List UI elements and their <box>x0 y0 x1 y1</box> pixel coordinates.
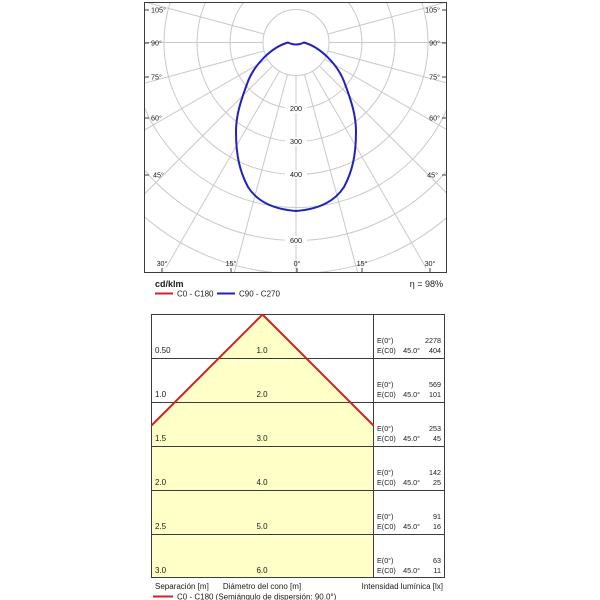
angle-label: 60° <box>429 114 440 123</box>
angle-label: 90° <box>151 39 162 48</box>
polar-unit-label: cd/klm <box>155 279 184 289</box>
ec0-label: E(C0) <box>377 390 396 399</box>
angle-label: 105° <box>425 6 440 15</box>
radial-label: 400 <box>290 170 302 179</box>
ec0-label: E(C0) <box>377 566 396 575</box>
c90-c270-legend-label: C90 - C270 <box>239 290 280 299</box>
angle-label: 15° <box>357 259 368 268</box>
e0-label: E(0°) <box>377 556 393 565</box>
beam-angle-value: 45.0° <box>403 522 420 531</box>
angle-label: 15° <box>226 259 237 268</box>
angle-label: 105° <box>151 6 166 15</box>
diameter-value: 4.0 <box>256 478 268 487</box>
cone-legend: C0 - C180 (Semiángulo de dispersión: 90.… <box>153 593 337 600</box>
beam-angle-value: 45.0° <box>403 434 420 443</box>
table-row: 0.50 1.0 E(0°) 2278 E(C0) 45.0° 404 <box>155 336 441 355</box>
c90-c270-curve <box>234 41 358 213</box>
diameter-value: 6.0 <box>256 566 268 575</box>
separation-value: 1.5 <box>155 434 167 443</box>
e0-value: 91 <box>433 512 441 521</box>
table-row: 3.0 6.0 E(0°) 63 E(C0) 45.0° 11 <box>155 556 441 575</box>
radial-label: 600 <box>290 236 302 245</box>
ec0-label: E(C0) <box>377 434 396 443</box>
angle-label: 45° <box>427 171 438 180</box>
cone-diagram: 0.50 1.0 E(0°) 2278 E(C0) 45.0° 404 1.0 … <box>150 313 445 600</box>
diameter-value: 3.0 <box>256 434 268 443</box>
efficiency-label: η = 98% <box>410 279 443 289</box>
beam-edge-lines <box>150 313 375 427</box>
polar-ticks <box>144 9 447 273</box>
ec0-value: 11 <box>434 566 441 575</box>
angle-label: 60° <box>151 114 162 123</box>
diameter-column-header: Diámetro del cono [m] <box>223 582 301 591</box>
e0-label: E(0°) <box>377 424 393 433</box>
table-row: 1.0 2.0 E(0°) 569 E(C0) 45.0° 101 <box>155 380 441 399</box>
polar-legend: cd/klm η = 98% C0 - C180 C90 - C270 <box>155 279 443 299</box>
ec0-value: 25 <box>433 478 441 487</box>
angle-label: 0° <box>294 259 301 268</box>
cone-table-rows: 0.50 1.0 E(0°) 2278 E(C0) 45.0° 404 1.0 … <box>155 336 441 575</box>
e0-value: 2278 <box>425 336 441 345</box>
separation-value: 1.0 <box>155 390 167 399</box>
ec0-label: E(C0) <box>377 478 396 487</box>
beam-angle-value: 45.0° <box>403 390 420 399</box>
ec0-label: E(C0) <box>377 346 396 355</box>
ec0-label: E(C0) <box>377 522 396 531</box>
radial-label: 200 <box>290 104 302 113</box>
separation-column-header: Separación [m] <box>155 582 209 591</box>
angle-label: 45° <box>153 171 164 180</box>
intensity-column-header: Intensidad lumínica [lx] <box>362 582 443 591</box>
ec0-value: 45 <box>433 434 441 443</box>
diameter-value: 5.0 <box>256 522 268 531</box>
beam-angle-value: 45.0° <box>403 346 420 355</box>
table-row: 2.5 5.0 E(0°) 91 E(C0) 45.0° 16 <box>155 512 441 531</box>
ec0-value: 404 <box>429 346 441 355</box>
e0-value: 253 <box>429 424 441 433</box>
angle-label: 30° <box>157 259 168 268</box>
separation-value: 2.0 <box>155 478 167 487</box>
e0-label: E(0°) <box>377 512 393 521</box>
polar-frame <box>144 2 447 273</box>
angle-label: 75° <box>151 73 162 82</box>
diameter-value: 1.0 <box>256 346 268 355</box>
angle-label: 75° <box>429 73 440 82</box>
diameter-value: 2.0 <box>256 390 268 399</box>
polar-radial-labels: 200 300 400 600 <box>285 104 307 245</box>
polar-angle-labels-left: 105° 90° 75° 60° 45° <box>151 6 166 180</box>
cone-frame <box>151 314 445 578</box>
angle-label: 90° <box>429 39 440 48</box>
table-row: 1.5 3.0 E(0°) 253 E(C0) 45.0° 45 <box>155 424 441 443</box>
beam-angle-value: 45.0° <box>403 478 420 487</box>
c0-c180-legend-label: C0 - C180 <box>177 290 214 299</box>
cone-row-lines <box>151 358 445 535</box>
angle-label: 30° <box>425 259 436 268</box>
table-row: 2.0 4.0 E(0°) 142 E(C0) 45.0° 25 <box>155 468 441 487</box>
polar-diagram: 105° 90° 75° 60° 45° 105° 90° 75° 60° 45… <box>144 2 447 299</box>
ec0-value: 16 <box>433 522 441 531</box>
beam-legend-label: C0 - C180 (Semiángulo de dispersión: 90.… <box>177 593 337 600</box>
cone-footer: Separación [m] Diámetro del cono [m] Int… <box>155 582 443 591</box>
e0-value: 63 <box>433 556 441 565</box>
separation-value: 0.50 <box>155 346 171 355</box>
polar-angle-labels-right: 105° 90° 75° 60° 45° <box>425 6 440 180</box>
e0-label: E(0°) <box>377 336 393 345</box>
separation-value: 3.0 <box>155 566 167 575</box>
polar-angle-labels-bottom: 30° 15° 0° 15° 30° <box>157 259 436 268</box>
separation-value: 2.5 <box>155 522 167 531</box>
e0-value: 142 <box>429 468 441 477</box>
beam-angle-value: 45.0° <box>403 566 420 575</box>
radial-label: 300 <box>290 137 302 146</box>
e0-label: E(0°) <box>377 380 393 389</box>
e0-label: E(0°) <box>377 468 393 477</box>
e0-value: 569 <box>429 380 441 389</box>
ec0-value: 101 <box>429 390 441 399</box>
